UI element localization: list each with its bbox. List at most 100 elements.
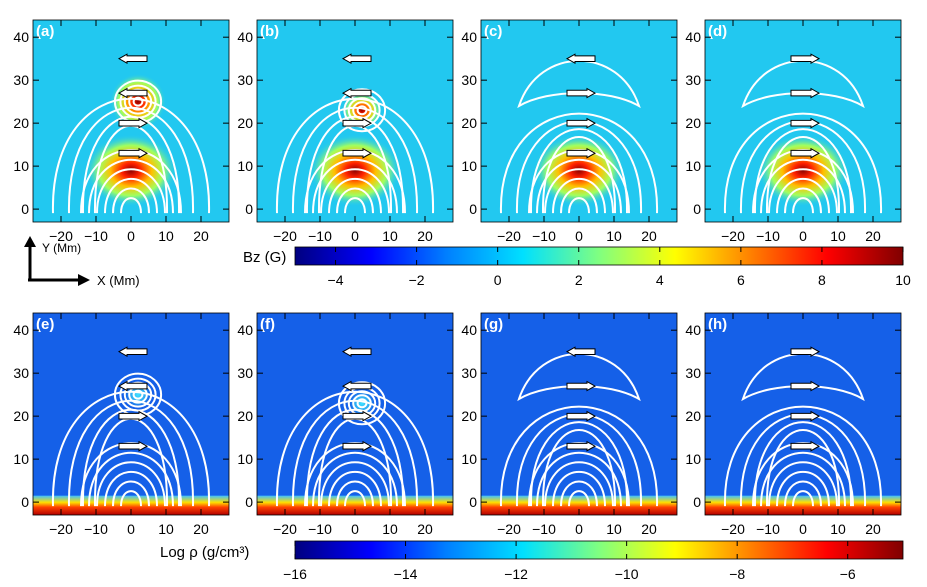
x-tick-label: 20 bbox=[641, 521, 657, 537]
colorbar-tick-label: −2 bbox=[409, 272, 425, 288]
low-field-line bbox=[776, 470, 830, 507]
x-tick-label: 20 bbox=[193, 521, 209, 537]
low-field-line bbox=[552, 470, 606, 507]
field-line bbox=[723, 405, 883, 507]
direction-arrow-right-icon bbox=[790, 53, 821, 65]
orientation-key: Y (Mm) X (Mm) bbox=[24, 236, 140, 288]
field-line bbox=[499, 405, 659, 507]
low-field-line bbox=[544, 461, 614, 507]
x-tick-label: 10 bbox=[158, 521, 174, 537]
field-loop bbox=[352, 101, 372, 120]
panel-label: (c) bbox=[484, 23, 502, 40]
panel-g: (g) 0 10 20 30 40 −20 −10 0 10 20 bbox=[461, 312, 678, 537]
colorbar-rho: Log ρ (g/cm³) −16 −14 −12 −10 −8 −6 bbox=[160, 540, 904, 582]
y-tick-label: 40 bbox=[13, 322, 29, 338]
low-field-line bbox=[328, 177, 382, 214]
direction-arrow-left-icon bbox=[565, 346, 596, 358]
y-tick-label: 0 bbox=[469, 201, 477, 217]
colorbar-rho-gradient bbox=[294, 540, 904, 560]
colorbar-bz: Bz (G) −4 −2 0 2 4 6 8 10 bbox=[243, 246, 911, 288]
colorbar-tick-label: 2 bbox=[575, 272, 583, 288]
detached-loop bbox=[517, 353, 641, 402]
x-tick-label: 10 bbox=[158, 228, 174, 244]
y-tick-label: 0 bbox=[469, 494, 477, 510]
direction-arrow-right-icon bbox=[790, 440, 821, 452]
y-tick-label: 10 bbox=[237, 451, 253, 467]
x-tick-label: −10 bbox=[84, 228, 108, 244]
colorbar-rho-ticks: −16 −14 −12 −10 −8 −6 bbox=[283, 541, 856, 582]
y-tick-label: 10 bbox=[461, 158, 477, 174]
x-axis-key-label: X (Mm) bbox=[97, 273, 140, 288]
y-tick-label: 40 bbox=[461, 322, 477, 338]
x-tick-label: −20 bbox=[273, 228, 297, 244]
y-tick-label: 20 bbox=[237, 408, 253, 424]
field-lines bbox=[275, 381, 435, 507]
x-tick-label: 10 bbox=[830, 228, 846, 244]
low-field-line bbox=[104, 177, 158, 214]
y-tick-label: 10 bbox=[13, 158, 29, 174]
colorbar-tick-label: 6 bbox=[737, 272, 745, 288]
y-tick-label: 40 bbox=[237, 322, 253, 338]
x-tick-label: −10 bbox=[756, 228, 780, 244]
y-tick-label: 10 bbox=[461, 451, 477, 467]
direction-arrow-right-icon bbox=[118, 440, 149, 452]
flux-rope-core bbox=[110, 73, 166, 130]
colorbar-tick-label: −12 bbox=[504, 566, 528, 582]
field-lines bbox=[723, 60, 883, 214]
panel-label: (h) bbox=[708, 316, 727, 333]
low-field-line bbox=[112, 187, 150, 214]
y-axis-key-label: Y (Mm) bbox=[42, 241, 81, 255]
direction-arrow-left-icon bbox=[117, 87, 148, 99]
low-field-line bbox=[784, 480, 822, 507]
colorbar-tick-label: −4 bbox=[328, 272, 344, 288]
field-loop bbox=[352, 394, 372, 413]
y-tick-label: 40 bbox=[13, 29, 29, 45]
field-line bbox=[275, 390, 435, 507]
y-tick-label: 0 bbox=[21, 201, 29, 217]
direction-arrow-right-icon bbox=[566, 380, 597, 392]
direction-arrow-right-icon bbox=[790, 147, 821, 159]
y-tick-label: 40 bbox=[685, 322, 701, 338]
y-tick-label: 30 bbox=[461, 72, 477, 88]
x-tick-label: 0 bbox=[351, 521, 359, 537]
field-line bbox=[291, 399, 419, 507]
field-loop bbox=[132, 389, 144, 400]
x-tick-label: 0 bbox=[127, 228, 135, 244]
x-tick-label: 20 bbox=[865, 228, 881, 244]
x-tick-label: 20 bbox=[641, 228, 657, 244]
panel-d: (d) 0 10 20 30 40 −20 −10 0 10 20 bbox=[685, 19, 902, 244]
panel-label: (d) bbox=[708, 23, 727, 40]
field-line bbox=[67, 106, 195, 214]
field-line bbox=[291, 106, 419, 214]
field-loop bbox=[356, 398, 368, 409]
y-tick-label: 30 bbox=[237, 72, 253, 88]
x-tick-label: −10 bbox=[756, 521, 780, 537]
colorbar-tick-label: −14 bbox=[394, 566, 418, 582]
panel-e: (e) 0 10 20 30 40 −20 −10 0 10 20 bbox=[13, 312, 230, 537]
y-tick-label: 10 bbox=[685, 158, 701, 174]
panel-image bbox=[481, 20, 677, 222]
direction-arrow-right-icon bbox=[790, 380, 821, 392]
field-line bbox=[305, 408, 405, 507]
field-loop bbox=[337, 381, 387, 426]
y-tick-label: 40 bbox=[685, 29, 701, 45]
y-tick-label: 0 bbox=[693, 201, 701, 217]
direction-arrow-right-icon bbox=[566, 440, 597, 452]
x-tick-label: 0 bbox=[799, 228, 807, 244]
panel-label: (f) bbox=[260, 316, 275, 333]
low-field-line bbox=[544, 168, 614, 214]
low-field-line bbox=[328, 470, 382, 507]
low-field-line bbox=[344, 197, 366, 214]
x-tick-label: 20 bbox=[865, 521, 881, 537]
panel-b: (b) 0 10 20 30 40 −20 −10 0 10 20 bbox=[237, 19, 454, 244]
x-tick-label: −20 bbox=[49, 521, 73, 537]
x-tick-label: 20 bbox=[417, 521, 433, 537]
x-tick-label: −20 bbox=[497, 521, 521, 537]
low-field-line bbox=[792, 490, 814, 507]
y-tick-label: 0 bbox=[21, 494, 29, 510]
low-field-line bbox=[312, 451, 398, 507]
panel-h: (h) 0 10 20 30 40 −20 −10 0 10 20 bbox=[685, 312, 902, 537]
direction-arrow-right-icon bbox=[566, 117, 597, 129]
